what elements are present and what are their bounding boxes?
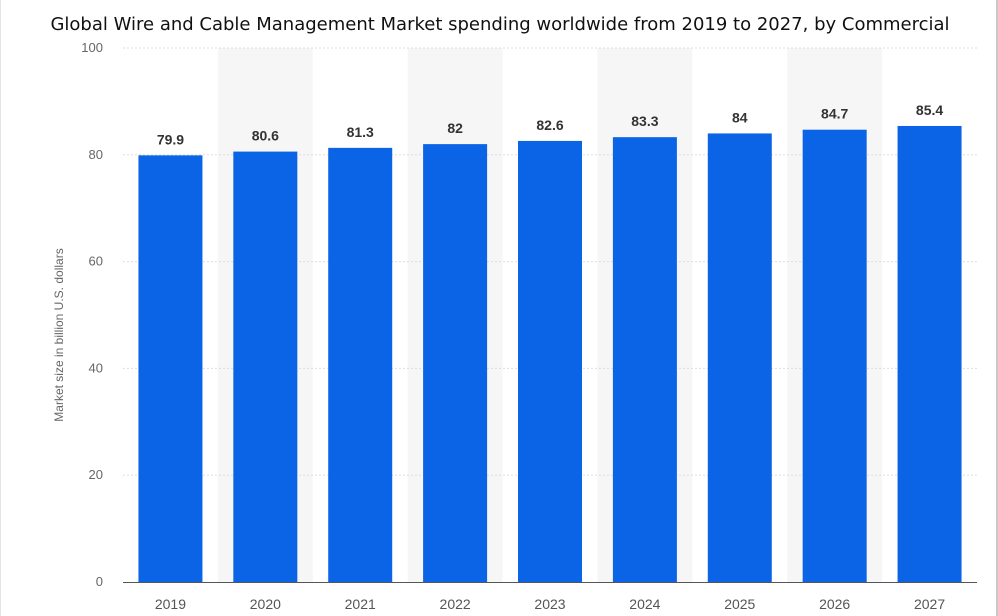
y-tick-label: 60: [89, 254, 103, 269]
data-labels: 79.9 80.6 81.3 82 82.6 83.3 84 84.7 85.4: [157, 102, 944, 147]
x-tick-label: 2027: [914, 596, 945, 612]
x-tick-label: 2019: [155, 596, 186, 612]
bar: [612, 137, 677, 583]
y-tick-label: 20: [89, 467, 103, 482]
y-axis-title: Market size in billion U.S. dollars: [52, 248, 66, 421]
x-tick-label: 2024: [629, 596, 660, 612]
x-tick-label: 2026: [819, 596, 850, 612]
bar: [518, 140, 582, 582]
bars: [138, 125, 962, 583]
x-tick-label: 2021: [345, 596, 376, 612]
y-axis-ticks: 0 20 40 60 80 100: [81, 40, 103, 589]
data-label: 84: [732, 109, 748, 125]
bar: [707, 133, 772, 582]
bar: [423, 144, 488, 582]
data-label: 81.3: [347, 124, 374, 140]
data-label: 80.6: [252, 128, 279, 144]
x-tick-label: 2020: [250, 596, 281, 612]
x-tick-label: 2023: [534, 596, 565, 612]
data-label: 83.3: [631, 113, 658, 129]
y-tick-label: 100: [81, 40, 103, 55]
x-tick-label: 2025: [724, 596, 755, 612]
data-label: 79.9: [157, 131, 184, 147]
bar: [802, 129, 867, 582]
data-label: 82.6: [536, 117, 563, 133]
y-tick-label: 80: [89, 147, 103, 162]
bar: [233, 151, 298, 582]
x-tick-label: 2022: [440, 596, 471, 612]
data-label: 85.4: [916, 102, 943, 118]
bar: [897, 125, 962, 583]
bar: [328, 147, 393, 582]
data-label: 82: [447, 120, 463, 136]
data-label: 84.7: [821, 106, 848, 122]
chart-title: Global Wire and Cable Management Market …: [50, 14, 950, 35]
y-tick-label: 40: [89, 360, 103, 375]
x-axis-labels: 2019 2020 2021 2022 2023 2024 2025 2026 2027: [155, 596, 945, 612]
bar: [138, 155, 203, 583]
y-tick-label: 0: [96, 574, 103, 589]
